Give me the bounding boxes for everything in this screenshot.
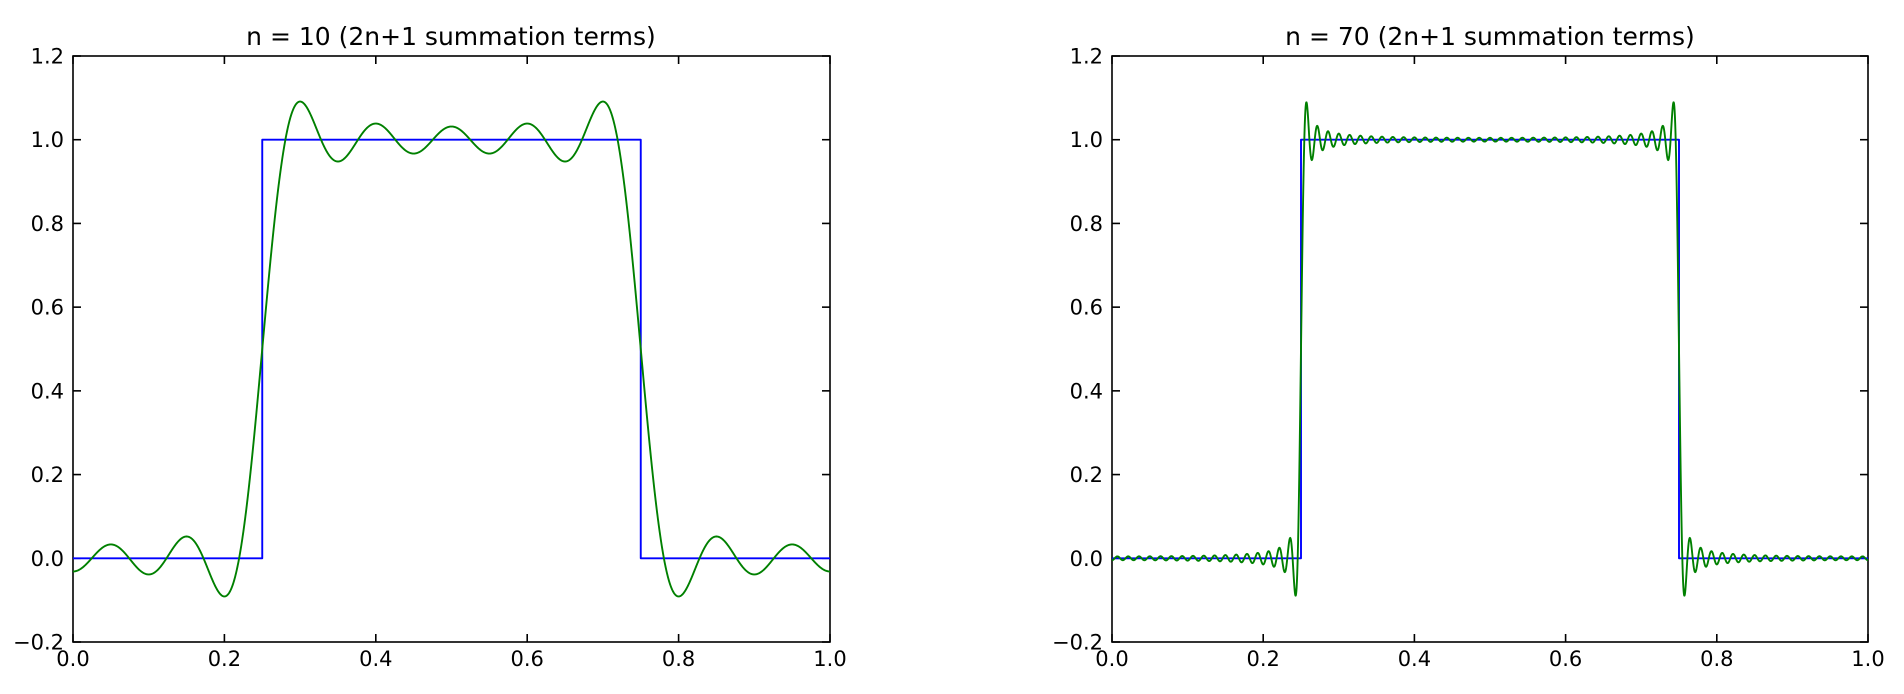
x-tick-label: 1.0 bbox=[813, 647, 846, 671]
y-tick-label: 0.0 bbox=[31, 547, 64, 571]
x-tick-label: 0.8 bbox=[662, 647, 695, 671]
axes-frame bbox=[1111, 55, 1869, 643]
fourier-partial-sum-line bbox=[1111, 101, 1869, 597]
x-tick-label: 0.2 bbox=[208, 647, 241, 671]
y-tick-label: 0.2 bbox=[31, 463, 64, 487]
x-tick-label: 0.4 bbox=[1398, 647, 1431, 671]
y-tick-label: 0.8 bbox=[1070, 212, 1103, 236]
x-tick-label: 0.6 bbox=[510, 647, 543, 671]
left-plot-title: n = 10 (2n+1 summation terms) bbox=[246, 22, 656, 51]
square-wave-line bbox=[73, 138, 830, 560]
axes-frame bbox=[72, 55, 831, 643]
x-tick-label: 0.4 bbox=[359, 647, 392, 671]
x-tick-label: 0.8 bbox=[1700, 647, 1733, 671]
y-tick-label: −0.2 bbox=[1052, 631, 1103, 655]
y-tick-label: 1.2 bbox=[1070, 45, 1103, 69]
x-tick-label: 0.0 bbox=[1095, 647, 1128, 671]
right-plot-title: n = 70 (2n+1 summation terms) bbox=[1285, 22, 1695, 51]
left-plot: n = 10 (2n+1 summation terms) 0.0 0.2 0.4 0… bbox=[13, 22, 847, 671]
right-plot: n = 70 (2n+1 summation terms) 0.0 0.2 0.4 0… bbox=[1052, 22, 1885, 671]
y-tick-label: 0.8 bbox=[31, 212, 64, 236]
x-tick-label: 0.2 bbox=[1246, 647, 1279, 671]
square-wave-line bbox=[1112, 138, 1868, 560]
y-tick-label: 1.0 bbox=[31, 128, 64, 152]
y-tick-label: 1.0 bbox=[1070, 128, 1103, 152]
y-tick-label: 0.6 bbox=[31, 296, 64, 320]
y-tick-label: 0.6 bbox=[1070, 296, 1103, 320]
y-tick-label: 0.4 bbox=[31, 379, 64, 403]
y-tick-label: 1.2 bbox=[31, 45, 64, 69]
y-tick-label: 0.4 bbox=[1070, 379, 1103, 403]
x-tick-label: 0.6 bbox=[1549, 647, 1582, 671]
fourier-partial-sum-line bbox=[72, 100, 831, 598]
y-tick-label: 0.2 bbox=[1070, 463, 1103, 487]
x-tick-label: 1.0 bbox=[1851, 647, 1884, 671]
x-tick-label: 0.0 bbox=[56, 647, 89, 671]
y-tick-label: −0.2 bbox=[13, 631, 64, 655]
y-tick-label: 0.0 bbox=[1070, 547, 1103, 571]
